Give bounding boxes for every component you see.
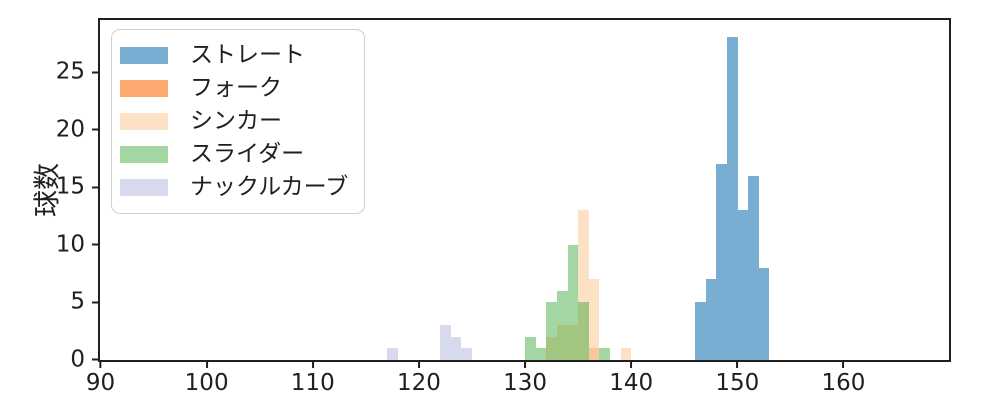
- bar-knuckle_curve-123: [450, 336, 462, 360]
- x-tick-label: 90: [85, 369, 116, 396]
- y-tick-mark: [92, 358, 98, 361]
- x-tick-130: 130: [503, 361, 547, 396]
- legend: ストレート フォーク シンカー スライダー ナックルカーブ: [111, 29, 365, 214]
- y-tick-label: 5: [70, 288, 85, 315]
- bar-slider-134: [567, 244, 579, 360]
- x-tick-110: 110: [290, 361, 335, 396]
- x-tick-mark: [842, 361, 845, 368]
- legend-label-slider: スライダー: [190, 141, 305, 167]
- x-tick-140: 140: [609, 361, 654, 396]
- bar-straight-150: [737, 210, 749, 360]
- x-tick-90: 90: [85, 361, 116, 396]
- bar-slider-133: [556, 290, 568, 360]
- x-tick-mark: [99, 361, 102, 368]
- legend-item-sinker: シンカー: [120, 105, 364, 138]
- legend-label-straight: ストレート: [190, 42, 305, 68]
- legend-swatch-sinker: [120, 113, 168, 130]
- x-tick-label: 110: [290, 369, 335, 396]
- y-tick-label: 20: [55, 116, 85, 143]
- bar-slider-132: [546, 302, 557, 360]
- x-tick-mark: [417, 361, 420, 368]
- y-tick-mark: [92, 128, 98, 131]
- legend-swatch-knuckle-curve: [120, 179, 168, 196]
- y-tick-label: 25: [55, 58, 85, 85]
- legend-item-straight: ストレート: [120, 39, 364, 72]
- legend-label-fork: フォーク: [190, 75, 282, 101]
- bar-sinker-139: [620, 348, 632, 360]
- plot-area: ストレート フォーク シンカー スライダー ナックルカーブ: [98, 18, 951, 362]
- bar-straight-148: [716, 164, 727, 360]
- x-tick-mark: [205, 361, 208, 368]
- x-tick-100: 100: [184, 361, 229, 396]
- bar-straight-152: [758, 267, 770, 360]
- x-axis-ticks: 90 100 110 120 130 140 150 160: [86, 361, 949, 400]
- x-tick-label: 140: [609, 369, 654, 396]
- bar-knuckle_curve-122: [440, 325, 451, 360]
- bar-sinker-132: [546, 336, 557, 360]
- legend-swatch-fork: [120, 80, 168, 97]
- x-tick-mark: [736, 361, 739, 368]
- x-tick-label: 130: [503, 369, 547, 396]
- legend-item-fork: フォーク: [120, 72, 364, 105]
- bar-slider-137: [599, 348, 611, 360]
- legend-item-knuckle-curve: ナックルカーブ: [120, 171, 364, 204]
- bar-straight-151: [748, 175, 759, 360]
- bar-fork-136: [588, 348, 600, 360]
- x-tick-120: 120: [396, 361, 441, 396]
- bar-slider-130: [525, 336, 536, 360]
- y-tick-mark: [92, 186, 98, 189]
- y-tick-mark: [92, 301, 98, 304]
- y-tick-25: 25: [55, 58, 98, 85]
- bar-slider-135: [578, 302, 589, 360]
- bar-straight-147: [705, 279, 717, 360]
- y-axis-ticks: 0 5 10 15 20 25: [0, 21, 98, 371]
- y-tick-label: 15: [55, 173, 85, 200]
- legend-swatch-straight: [120, 47, 168, 64]
- bar-slider-131: [535, 348, 547, 360]
- y-tick-mark: [92, 71, 98, 74]
- y-tick-0: 0: [70, 348, 98, 371]
- bar-knuckle_curve-117: [386, 348, 398, 360]
- y-tick-label: 0: [70, 346, 85, 372]
- y-tick-15: 15: [55, 173, 98, 200]
- x-tick-mark: [311, 361, 314, 368]
- x-tick-label: 160: [821, 369, 866, 396]
- legend-label-knuckle-curve: ナックルカーブ: [190, 174, 349, 200]
- bar-straight-149: [726, 37, 738, 360]
- x-tick-label: 100: [184, 369, 229, 396]
- legend-label-sinker: シンカー: [190, 108, 282, 134]
- y-tick-mark: [92, 243, 98, 246]
- x-tick-label: 150: [715, 369, 760, 396]
- histogram-bars: [100, 20, 949, 360]
- x-tick-mark: [630, 361, 633, 368]
- x-tick-150: 150: [715, 361, 760, 396]
- y-tick-20: 20: [56, 118, 98, 141]
- legend-item-slider: スライダー: [120, 138, 364, 171]
- legend-swatch-slider: [120, 146, 168, 163]
- x-tick-label: 120: [396, 369, 441, 396]
- y-tick-10: 10: [56, 233, 98, 256]
- y-tick-5: 5: [70, 288, 98, 315]
- bar-knuckle_curve-124: [461, 348, 472, 360]
- bar-sinker-133: [556, 325, 568, 360]
- x-tick-mark: [524, 361, 527, 368]
- bar-straight-146: [695, 302, 706, 360]
- bar-sinker-135: [578, 210, 589, 360]
- x-tick-160: 160: [821, 361, 866, 396]
- bar-sinker-136: [588, 279, 600, 360]
- bar-sinker-134: [567, 325, 579, 360]
- y-tick-label: 10: [55, 231, 85, 258]
